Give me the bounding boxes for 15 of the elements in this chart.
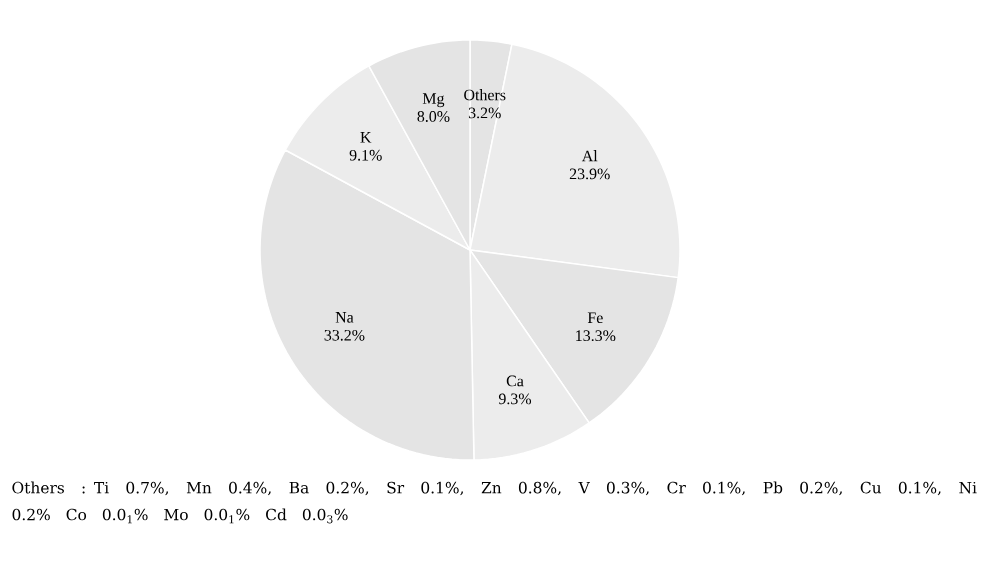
data-label: 3.2% [468,107,501,119]
text: Others : Ti 0.7%, Mn 0.4%, Ba 0.2%, Sr 0.1%, Zn 0.8%, V 0.3%, Cr 0.1%, Pb 0.2%, Cu 0.1%, Ni 0.2% Co 0.0$_{1}$% Mo 0.0$_{1}$% Cd 0.0$_{3}$% [12,481,977,524]
slice-label: Na [335,312,354,323]
data-label: 23.9% [569,168,610,180]
data-label: 9.1% [349,149,382,161]
data-label: 8.0% [417,111,450,122]
data-label: 13.3% [576,330,616,342]
slice-label: Al [581,150,598,162]
slice-label: Fe [587,312,603,324]
slice-label: Ca [506,375,524,387]
data-label: 33.2% [324,329,365,341]
data-label: 9.3% [498,393,532,405]
slice-label: Others [464,89,506,101]
slice-label: Mg [422,93,445,108]
slice-label: K [360,132,372,143]
